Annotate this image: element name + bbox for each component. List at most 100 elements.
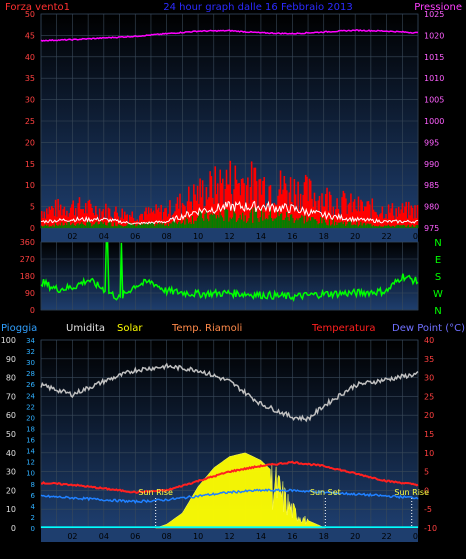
chart1-wind-bar xyxy=(233,207,235,228)
chart3-x-tick-label: 20 xyxy=(350,532,360,541)
chart1-gust-bar xyxy=(302,195,304,228)
chart1-gust-bar xyxy=(275,205,278,228)
chart1-gust-bar xyxy=(410,205,413,228)
chart1-wind-bar xyxy=(144,224,146,228)
chart1-wind-bar xyxy=(215,218,218,228)
chart1-wind-bar xyxy=(98,224,101,228)
chart1-gust-bar xyxy=(57,198,59,228)
chart1-wind-bar xyxy=(165,225,167,228)
chart3-temperature-line xyxy=(40,460,419,494)
chart1-gust-bar xyxy=(330,194,332,228)
chart3-humidity-tick-label: 50 xyxy=(6,430,16,439)
chart1-gust-bar xyxy=(400,209,402,228)
chart1-wind-bar xyxy=(289,214,292,228)
chart1-wind-bar xyxy=(282,220,284,228)
chart1-wind-bar xyxy=(78,224,81,228)
chart1-gust-bar xyxy=(140,213,142,228)
chart1-gust-bar xyxy=(355,209,357,228)
chart1-left-tick-label: 30 xyxy=(25,96,35,105)
chart1-gust-bar xyxy=(126,214,129,228)
chart1-gust-bar xyxy=(333,215,336,228)
chart1-wind-bar xyxy=(268,215,271,228)
chart1-gust-bar xyxy=(387,204,390,228)
chart1-wind-bar xyxy=(245,222,248,228)
chart1-gust-bar xyxy=(288,192,291,228)
chart1-wind-bar xyxy=(210,213,213,228)
chart1-wind-bar xyxy=(58,224,61,228)
chart1-wind-bar xyxy=(69,225,72,228)
chart1-gust-bar xyxy=(279,170,282,228)
chart1-wind-bar xyxy=(273,218,276,228)
chart1-wind-bar xyxy=(250,209,253,228)
chart1-wind-bar xyxy=(274,218,277,228)
chart1-wind-bar xyxy=(71,224,73,228)
chart1-gust-bar xyxy=(171,215,174,228)
chart1-gust-bar xyxy=(282,189,284,228)
chart1-gust-bar xyxy=(196,185,199,228)
chart1-gust-bar xyxy=(297,181,299,228)
chart1-gust-bar xyxy=(162,211,165,228)
chart1-wind-bar xyxy=(93,224,96,228)
chart3-humidity-tick-label: 80 xyxy=(6,374,16,383)
chart2-direction-label: E xyxy=(435,255,441,266)
chart3-rain-tick-label: 12 xyxy=(26,459,35,467)
chart1-wind-bar xyxy=(296,218,298,228)
chart1-wind-bar xyxy=(103,222,106,228)
chart3-x-tick-label: 12 xyxy=(224,532,234,541)
chart1-gust-bar xyxy=(206,199,209,228)
chart1-gust-bar xyxy=(71,204,73,228)
chart3-temp-tick-label: 5 xyxy=(424,468,429,477)
chart1-wind-bar xyxy=(139,224,141,228)
chart1-wind-bar xyxy=(323,219,326,228)
chart1-gust-bar xyxy=(374,211,376,228)
chart1-wind-bar xyxy=(84,225,87,228)
chart1-gust-bar xyxy=(361,201,364,228)
chart1-x-tick-label: 22 xyxy=(381,232,391,241)
chart1-wind-bar xyxy=(358,224,361,228)
chart1-wind-bar xyxy=(351,225,353,228)
chart1-wind-bar xyxy=(414,226,416,228)
chart1-gust-bar xyxy=(105,203,107,228)
chart1-wind-bar xyxy=(365,225,367,228)
chart1-wind-bar xyxy=(306,222,308,228)
chart1-gust-bar xyxy=(353,199,356,228)
chart1-wind-bar xyxy=(321,223,323,228)
chart1-wind-bar xyxy=(240,219,243,228)
chart1-wind-bar xyxy=(199,211,201,228)
chart1-wind-bar xyxy=(172,220,175,228)
chart1-wind-bar xyxy=(375,225,377,228)
chart1-wind-bar xyxy=(136,225,139,228)
chart1-gust-bar xyxy=(322,206,325,228)
chart1-wind-bar xyxy=(387,224,390,228)
chart1-gust-bar xyxy=(259,178,262,228)
chart3-humidity-tick-label: 90 xyxy=(6,355,16,364)
chart3-x-tick-label: 08 xyxy=(162,532,172,541)
chart1-wind-bar xyxy=(367,223,370,228)
chart1-wind-bar xyxy=(224,209,227,228)
chart1-gust-bar xyxy=(317,200,320,228)
chart3-temp-tick-label: 35 xyxy=(424,355,434,364)
chart1-left-tick-label: 25 xyxy=(25,117,35,126)
chart1-wind-bar xyxy=(269,209,272,228)
chart1-gust-bar xyxy=(325,194,327,228)
chart1-gust-bar xyxy=(407,201,410,228)
chart1-gust-bar xyxy=(309,180,312,228)
chart1-wind-bar xyxy=(221,217,224,228)
chart1-gust-bar xyxy=(218,203,220,228)
chart3-rain-tick-label: 22 xyxy=(26,403,35,411)
chart3-rain-tick-label: 6 xyxy=(31,492,36,500)
chart1-gust-bar xyxy=(243,183,245,228)
chart1-gust-bar xyxy=(394,219,396,228)
chart3-x-tick-label: 16 xyxy=(287,532,297,541)
chart1-wind-bar xyxy=(145,223,147,228)
chart1-gust-bar xyxy=(321,193,323,228)
chart3-humidity-tick-label: 0 xyxy=(11,524,16,533)
chart1-wind-bar xyxy=(255,208,258,228)
chart1-wind-bar xyxy=(286,211,288,228)
chart1-wind-bar xyxy=(353,224,356,228)
chart1-wind-bar xyxy=(54,223,57,228)
chart1-gust-bar xyxy=(51,206,53,228)
chart1-wind-bar xyxy=(113,222,116,228)
chart3-rain-tick-label: 26 xyxy=(26,381,35,389)
legend-temperatura: Temperatura xyxy=(311,323,376,334)
